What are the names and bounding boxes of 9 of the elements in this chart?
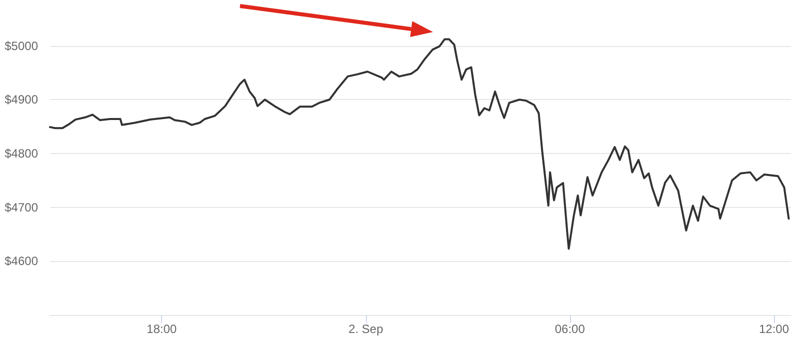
y-tick-label: $4800 — [4, 146, 38, 160]
y-tick-label: $4700 — [4, 200, 38, 214]
x-tick-label: 12:00 — [758, 322, 790, 336]
y-tick-label: $4600 — [4, 254, 38, 268]
x-tick-label: 2. Sep — [348, 322, 384, 336]
y-tick-label: $4900 — [4, 92, 38, 107]
y-tick-label: $5000 — [4, 38, 38, 53]
x-tick-label: 06:00 — [554, 322, 586, 336]
x-tick-label: 18:00 — [146, 322, 178, 336]
